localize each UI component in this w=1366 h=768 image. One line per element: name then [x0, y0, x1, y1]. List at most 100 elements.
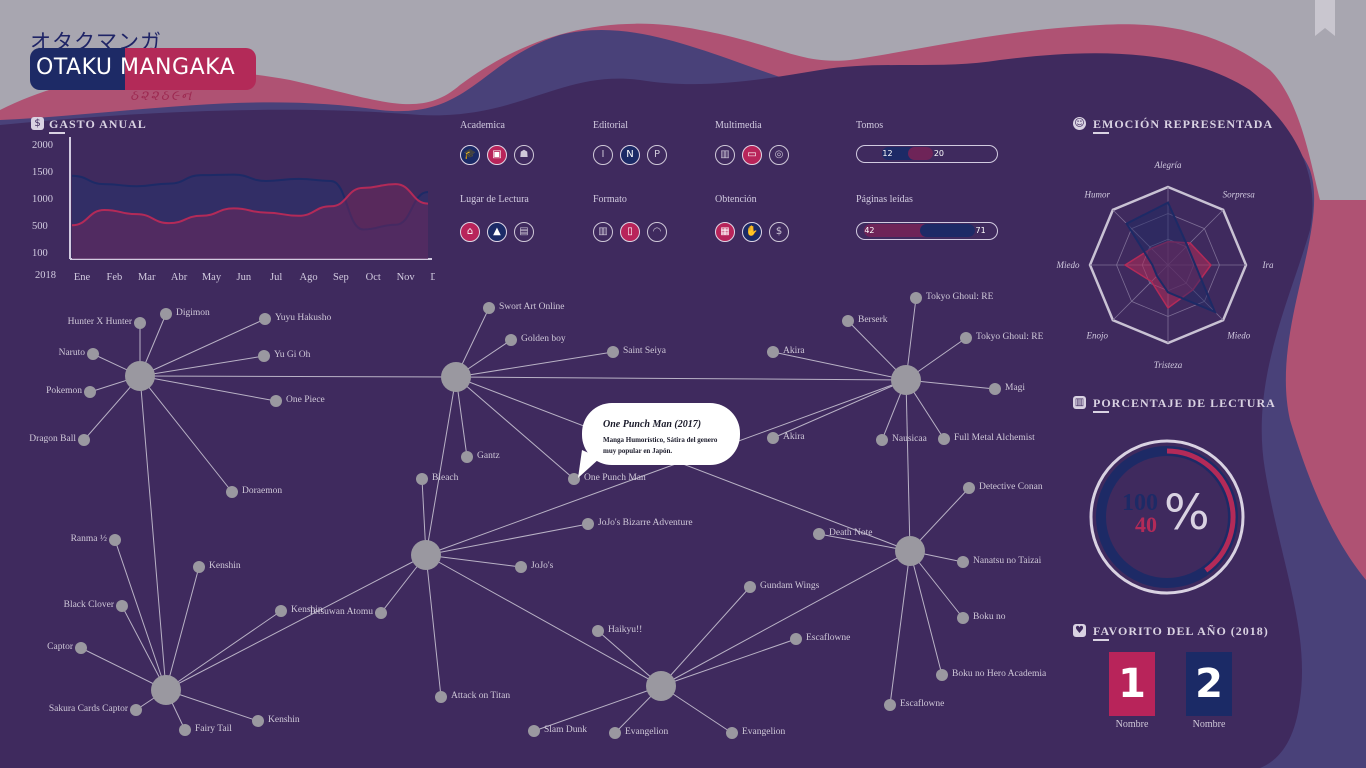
network-node[interactable]	[134, 317, 146, 329]
bookmark-icon[interactable]	[1315, 0, 1335, 38]
network-node[interactable]	[109, 534, 121, 546]
emocion-underline	[1093, 132, 1109, 134]
favorite-rank-1[interactable]: 1	[1109, 652, 1155, 716]
network-node[interactable]	[259, 313, 271, 325]
emotion-radar: Alegría Sorpresa Ira Miedo Tristeza Enojo Mied…	[1056, 160, 1274, 370]
network-node[interactable]	[609, 727, 621, 739]
network-node[interactable]	[116, 600, 128, 612]
y-tick-label: 1000	[32, 194, 53, 205]
letter-n-icon[interactable]: N	[620, 145, 640, 165]
series-area-2	[72, 184, 428, 259]
network-node[interactable]	[435, 691, 447, 703]
gamepad-icon[interactable]: ◎	[769, 145, 789, 165]
monitor-icon[interactable]: ▭	[742, 145, 762, 165]
network-node[interactable]	[963, 482, 975, 494]
person-icon[interactable]: ☗	[514, 145, 534, 165]
network-hub-node[interactable]	[125, 361, 155, 391]
y-tick-label: 100	[32, 248, 48, 259]
network-node[interactable]	[252, 715, 264, 727]
network-node[interactable]	[592, 625, 604, 637]
network-node[interactable]	[582, 518, 594, 530]
reading-donut	[1089, 439, 1245, 595]
gift-icon[interactable]: ▦	[715, 222, 735, 242]
node-label: Evangelion	[625, 727, 669, 737]
dollar-icon[interactable]: $	[769, 222, 789, 242]
network-node[interactable]	[179, 724, 191, 736]
network-node[interactable]	[910, 292, 922, 304]
slider-max-handle[interactable]: 71	[975, 226, 986, 235]
tomos-slider[interactable]: 12 20	[856, 145, 998, 163]
network-node[interactable]	[75, 642, 87, 654]
network-node[interactable]	[767, 346, 779, 358]
network-node[interactable]	[483, 302, 495, 314]
network-node[interactable]	[505, 334, 517, 346]
network-node[interactable]	[568, 473, 580, 485]
network-node[interactable]	[767, 432, 779, 444]
node-label: Black Clover	[63, 600, 114, 610]
favorito-title: FAVORITO DEL AÑO (2018)	[1093, 624, 1269, 638]
paginas-slider[interactable]: 42 71	[856, 222, 998, 240]
network-edge	[660, 586, 751, 687]
network-node[interactable]	[461, 451, 473, 463]
network-node[interactable]	[375, 607, 387, 619]
network-node[interactable]	[876, 434, 888, 446]
hand-icon[interactable]: ✋	[742, 222, 762, 242]
network-node[interactable]	[960, 332, 972, 344]
network-node[interactable]	[84, 386, 96, 398]
network-node[interactable]	[160, 308, 172, 320]
network-hub-node[interactable]	[441, 362, 471, 392]
network-node[interactable]	[607, 346, 619, 358]
network-node[interactable]	[842, 315, 854, 327]
tree-icon[interactable]: ▲	[487, 222, 507, 242]
network-node[interactable]	[515, 561, 527, 573]
network-node[interactable]	[744, 581, 756, 593]
network-edge	[425, 523, 589, 556]
network-node[interactable]	[936, 669, 948, 681]
network-hub-node[interactable]	[151, 675, 181, 705]
network-node[interactable]	[78, 434, 90, 446]
briefcase-icon[interactable]: ▣	[487, 145, 507, 165]
letter-p-icon[interactable]: P	[647, 145, 667, 165]
network-edge	[139, 375, 277, 402]
slider-min-handle[interactable]: 42	[864, 226, 875, 235]
network-node[interactable]	[884, 699, 896, 711]
network-node[interactable]	[258, 350, 270, 362]
node-label: Captor	[47, 642, 73, 652]
tablet-icon[interactable]: ▯	[620, 222, 640, 242]
network-hub-node[interactable]	[895, 536, 925, 566]
slider-min-handle[interactable]: 12	[882, 149, 893, 158]
network-node[interactable]	[528, 725, 540, 737]
network-node[interactable]	[989, 383, 1001, 395]
home-icon[interactable]: ⌂	[460, 222, 480, 242]
network-node[interactable]	[957, 556, 969, 568]
network-node[interactable]	[938, 433, 950, 445]
network-node[interactable]	[226, 486, 238, 498]
graduation-cap-icon[interactable]: 🎓	[460, 145, 480, 165]
network-edge	[165, 566, 200, 691]
network-node[interactable]	[87, 348, 99, 360]
network-node[interactable]	[790, 633, 802, 645]
headphones-icon[interactable]: ◠	[647, 222, 667, 242]
network-node[interactable]	[130, 704, 142, 716]
favorite-rank-2[interactable]: 2	[1186, 652, 1232, 716]
open-book-icon[interactable]: ▥	[593, 222, 613, 242]
node-label: Dragon Ball	[29, 434, 76, 444]
network-node[interactable]	[957, 612, 969, 624]
network-node[interactable]	[813, 528, 825, 540]
series-line-1	[71, 173, 429, 231]
network-node[interactable]	[416, 473, 428, 485]
slider-max-handle[interactable]: 20	[933, 149, 945, 158]
network-node[interactable]	[726, 727, 738, 739]
network-hub-node[interactable]	[891, 365, 921, 395]
book-icon[interactable]: ▥	[715, 145, 735, 165]
letter-i-icon[interactable]: I	[593, 145, 613, 165]
network-node[interactable]	[193, 561, 205, 573]
network-node[interactable]	[275, 605, 287, 617]
bus-icon[interactable]: ▤	[514, 222, 534, 242]
node-label: Yuyu Hakusho	[275, 313, 332, 323]
node-label: Pokemon	[46, 386, 82, 396]
filter-group-label: Obtención	[715, 194, 757, 205]
network-hub-node[interactable]	[646, 671, 676, 701]
network-hub-node[interactable]	[411, 540, 441, 570]
network-node[interactable]	[270, 395, 282, 407]
